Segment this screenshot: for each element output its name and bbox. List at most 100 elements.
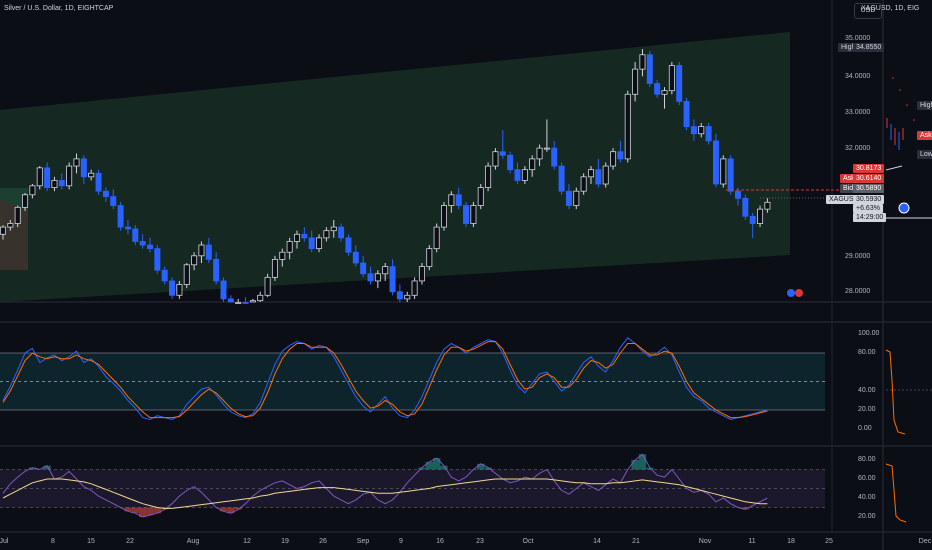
- candle-body: [536, 147, 543, 160]
- candle-body: [455, 194, 462, 206]
- price-tick: 33.0000: [845, 109, 871, 116]
- candle-body: [624, 93, 631, 160]
- candle-body: [183, 264, 190, 285]
- stoch-tick: 0.00: [858, 425, 872, 432]
- candle-body: [80, 158, 87, 178]
- candle-body: [154, 248, 161, 271]
- candle-body: [29, 185, 36, 196]
- candle-body: [176, 284, 183, 296]
- symbol-title: Silver / U.S. Dollar, 1D, EIGHTCAP: [4, 5, 114, 12]
- change-percent: +6.63%: [853, 204, 883, 213]
- time-tick: Sep: [356, 538, 370, 545]
- candle-body: [51, 180, 58, 188]
- candle-body: [301, 233, 308, 239]
- last-price-value: 30.5930: [853, 195, 885, 204]
- rsi-oversold-fill: [131, 507, 139, 514]
- high-label: High: [838, 43, 859, 52]
- candle-body: [367, 273, 374, 282]
- rsi-overbought-fill: [631, 460, 639, 470]
- candle-body: [22, 194, 29, 208]
- candle-body: [448, 194, 455, 206]
- time-tick: Aug: [186, 538, 200, 545]
- candle-body: [345, 237, 352, 253]
- price-channel: [0, 32, 790, 302]
- rsi-oversold-fill: [146, 507, 154, 516]
- side-stoch-line: [885, 349, 906, 435]
- rsi-oversold-fill: [124, 507, 132, 512]
- flag-icon: [795, 289, 803, 297]
- candle-body: [742, 197, 749, 217]
- rsi-overbought-fill: [432, 458, 441, 470]
- side-line: [885, 165, 903, 171]
- time-tick: 25: [825, 538, 833, 545]
- ask-label: Ask: [840, 174, 858, 183]
- candle-body: [440, 205, 447, 228]
- candle-body: [205, 244, 212, 260]
- candle-body: [646, 54, 653, 84]
- rsi-tick: 60.00: [858, 475, 876, 482]
- side-low-label: Low: [917, 150, 932, 159]
- candle-body: [161, 269, 168, 282]
- candle-body: [235, 302, 242, 304]
- candle-body: [124, 226, 131, 230]
- currency-button[interactable]: USD: [854, 3, 882, 19]
- candle-body: [257, 294, 264, 302]
- candle-body: [690, 126, 697, 135]
- candle-body: [14, 206, 21, 224]
- stoch-tick: 20.00: [858, 406, 876, 413]
- candle-body: [7, 223, 14, 228]
- candle-body: [463, 205, 470, 224]
- candle-body: [242, 302, 249, 304]
- candle-body: [58, 180, 65, 187]
- flag-icon: [898, 202, 910, 214]
- candle-body: [146, 244, 153, 250]
- rsi-overbought-fill: [638, 454, 647, 470]
- candle-body: [514, 169, 521, 181]
- candle-body: [213, 258, 220, 282]
- candle-body: [573, 190, 580, 206]
- candle-body: [565, 190, 572, 206]
- side-high-label: High: [917, 101, 932, 110]
- time-tick: 18: [787, 538, 795, 545]
- candle-body: [271, 258, 278, 278]
- candle-body: [529, 158, 536, 171]
- candle-body: [0, 226, 6, 235]
- countdown: 14:29:00: [853, 213, 887, 222]
- candle-body: [757, 208, 764, 224]
- candle-body: [132, 228, 139, 242]
- rsi-overbought-fill: [484, 467, 492, 470]
- side-symbol-title: XAGUSD, 1D, EIG: [861, 5, 920, 12]
- candle-body: [477, 187, 484, 206]
- candle-body: [426, 248, 433, 267]
- candle-body: [249, 300, 256, 303]
- candle-body: [595, 169, 602, 185]
- time-tick: 15: [87, 538, 95, 545]
- bid-label: Bid: [840, 184, 857, 193]
- candle-body: [66, 165, 73, 187]
- candle-body: [44, 167, 51, 188]
- candle-body: [286, 241, 293, 253]
- time-tick: Oct: [522, 538, 534, 545]
- candle-body: [338, 226, 345, 239]
- candle-body: [521, 169, 528, 181]
- candle-body: [602, 165, 609, 185]
- last-symbol-label: XAGUSD: [826, 195, 862, 204]
- candle-body: [330, 226, 337, 232]
- candle-body: [588, 169, 595, 178]
- candle-body: [308, 237, 315, 250]
- price-tick: 32.0000: [845, 145, 871, 152]
- price-tick: 35.0000: [845, 35, 871, 42]
- candle-body: [698, 126, 705, 135]
- candle-body: [683, 101, 690, 127]
- candle-body: [73, 158, 80, 167]
- candle-body: [735, 190, 742, 199]
- rsi-band: [0, 469, 825, 508]
- candle-body: [639, 54, 646, 70]
- time-tick: 22: [126, 538, 134, 545]
- side-rsi-line: [885, 463, 907, 523]
- bid-value: 30.5890: [853, 184, 885, 193]
- rsi-overbought-fill: [28, 467, 37, 470]
- rsi-oversold-fill: [138, 507, 147, 517]
- candle-body: [485, 165, 492, 188]
